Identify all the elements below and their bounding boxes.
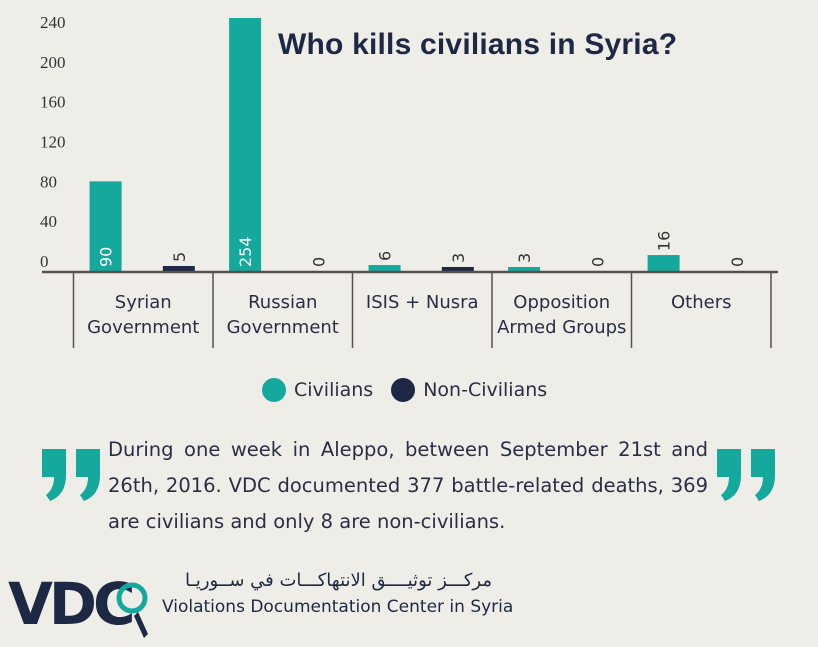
y-tick-label: 0: [40, 252, 49, 271]
quote-text: During one week in Aleppo, between Septe…: [108, 438, 708, 533]
data-label: 5: [170, 252, 189, 262]
data-label: 6: [376, 251, 395, 261]
y-tick-label: 200: [40, 53, 66, 72]
bar: [229, 17, 262, 271]
y-tick-label: 40: [40, 212, 57, 231]
data-label: 3: [449, 253, 468, 263]
x-tick-label: Others: [671, 292, 732, 313]
logo-text: VDC: [8, 570, 132, 638]
org-name-arabic: مركـــز توثيــــق الانتهاكـــات في ســور…: [185, 570, 492, 591]
x-tick-label: Russian: [248, 292, 317, 313]
data-label: 254: [236, 236, 255, 267]
y-tick-label: 120: [40, 132, 66, 151]
x-tick-label: Opposition: [513, 292, 610, 313]
x-tick-label: Government: [227, 317, 339, 338]
bars-group: 90 254 6 3 16 5 0 3 0 0: [89, 17, 747, 271]
y-tick-label: 80: [40, 172, 57, 191]
bar: [508, 267, 541, 271]
x-tick-label: Syrian: [115, 292, 172, 313]
category-labels: Syrian Government Russian Government ISIS + …: [87, 292, 731, 338]
legend-item-non-civilians: Non-Civilians: [391, 378, 547, 402]
legend-swatch-civilians: [262, 378, 286, 402]
data-label: 0: [728, 257, 747, 267]
data-label: 0: [588, 257, 607, 267]
bar: [441, 267, 474, 271]
data-label: 90: [97, 247, 116, 267]
data-label: 3: [515, 253, 534, 263]
bar: [162, 266, 195, 271]
x-tick-label: Government: [87, 317, 199, 338]
y-tick-label: 160: [40, 93, 66, 112]
y-axis: 0 40 80 120 160 200 240: [40, 13, 66, 271]
bar: [647, 255, 680, 271]
data-label: 0: [309, 257, 328, 267]
y-tick-label: 240: [40, 13, 66, 32]
bar-chart: 0 40 80 120 160 200 240 90 254 6 3 16 5 0 3 0 0 Syrian G…: [40, 13, 778, 348]
x-tick-label: Armed Groups: [497, 317, 626, 338]
x-axis: [42, 270, 778, 348]
legend-swatch-non-civilians: [391, 378, 416, 402]
legend: Civilians Non-Civilians: [262, 378, 565, 402]
legend-item-civilians: Civilians: [262, 378, 373, 402]
legend-label-non-civilians: Non-Civilians: [423, 379, 548, 401]
chart-title: Who kills civilians in Syria?: [278, 28, 678, 61]
data-label: 16: [655, 231, 674, 251]
bar: [89, 181, 122, 271]
org-name-english: Violations Documentation Center in Syria: [162, 597, 514, 617]
close-quote-icon: [717, 449, 775, 501]
legend-label-civilians: Civilians: [294, 379, 374, 401]
vdc-logo-icon: VDC: [8, 570, 148, 638]
x-tick-label: ISIS + Nusra: [366, 292, 479, 313]
open-quote-icon: [42, 449, 100, 501]
bar: [368, 265, 401, 271]
